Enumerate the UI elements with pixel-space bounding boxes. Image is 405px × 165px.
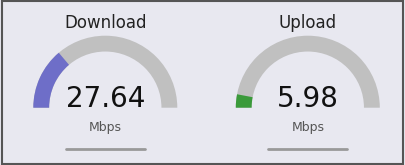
Text: Download: Download <box>64 14 147 32</box>
Wedge shape <box>236 94 253 108</box>
Wedge shape <box>33 36 177 108</box>
Text: Mbps: Mbps <box>89 121 122 134</box>
Wedge shape <box>236 36 380 108</box>
Text: Upload: Upload <box>279 14 337 32</box>
Text: Mbps: Mbps <box>291 121 324 134</box>
Wedge shape <box>33 53 69 108</box>
Text: 27.64: 27.64 <box>66 85 145 113</box>
Text: 5.98: 5.98 <box>277 85 339 113</box>
